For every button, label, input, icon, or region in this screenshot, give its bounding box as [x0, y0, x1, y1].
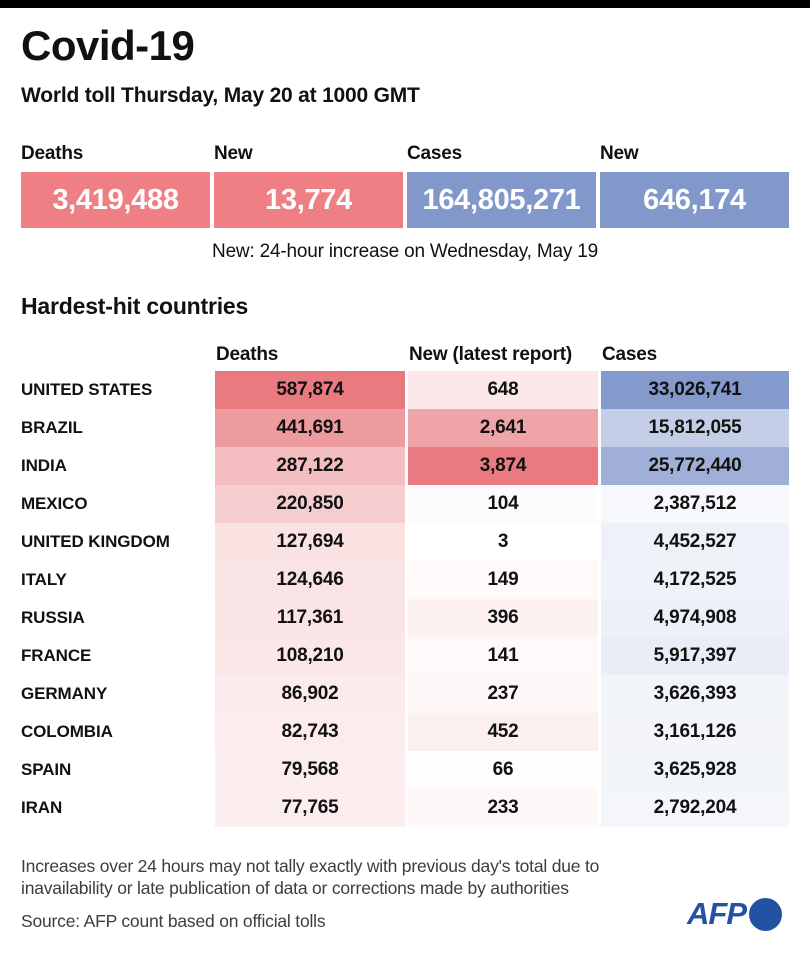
- cases-cell: 25,772,440: [598, 447, 789, 485]
- table-header-row: Deaths New (latest report) Cases: [21, 344, 789, 366]
- cases-cell: 2,387,512: [598, 485, 789, 523]
- table-row: BRAZIL 441,691 2,641 15,812,055: [21, 409, 789, 447]
- summary-labels-row: Deaths New Cases New: [21, 143, 789, 165]
- cases-cell: 15,812,055: [598, 409, 789, 447]
- country-label: UNITED KINGDOM: [21, 532, 170, 551]
- table-row: SPAIN 79,568 66 3,625,928: [21, 751, 789, 789]
- table-row: INDIA 287,122 3,874 25,772,440: [21, 447, 789, 485]
- table-row: UNITED STATES 587,874 648 33,026,741: [21, 371, 789, 409]
- table-row: MEXICO 220,850 104 2,387,512: [21, 485, 789, 523]
- new-cell: 452: [405, 713, 598, 751]
- deaths-cell: 77,765: [212, 789, 405, 827]
- cases-cell: 3,626,393: [598, 675, 789, 713]
- top-black-bar: [0, 0, 810, 8]
- country-label: FRANCE: [21, 646, 92, 665]
- cases-cell: 4,172,525: [598, 561, 789, 599]
- new-cell: 149: [405, 561, 598, 599]
- table-row: FRANCE 108,210 141 5,917,397: [21, 637, 789, 675]
- source-text: Source: AFP count based on official toll…: [21, 911, 326, 931]
- cases-cell: 3,161,126: [598, 713, 789, 751]
- header-spacer: [21, 344, 212, 366]
- deaths-cell: 79,568: [212, 751, 405, 789]
- new-cell: 648: [405, 371, 598, 409]
- new-cell: 3,874: [405, 447, 598, 485]
- section-title: Hardest-hit countries: [21, 293, 249, 319]
- deaths-cell: 86,902: [212, 675, 405, 713]
- cases-cell: 5,917,397: [598, 637, 789, 675]
- summary-label-cases: Cases: [407, 143, 462, 164]
- deaths-cell: 117,361: [212, 599, 405, 637]
- summary-label-new-cases: New: [600, 143, 639, 164]
- deaths-cell: 108,210: [212, 637, 405, 675]
- new-cell: 3: [405, 523, 598, 561]
- country-label: UNITED STATES: [21, 380, 153, 399]
- country-label: GERMANY: [21, 684, 108, 703]
- new-cell: 233: [405, 789, 598, 827]
- new-deaths-box: 13,774: [214, 172, 403, 228]
- heatmap-table: UNITED STATES 587,874 648 33,026,741 BRAZIL 4…: [21, 371, 789, 827]
- country-label: COLOMBIA: [21, 722, 113, 741]
- new-cell: 396: [405, 599, 598, 637]
- deaths-cell: 82,743: [212, 713, 405, 751]
- cases-cell: 3,625,928: [598, 751, 789, 789]
- page-subtitle: World toll Thursday, May 20 at 1000 GMT: [21, 84, 420, 107]
- summary-label-new-deaths: New: [214, 143, 253, 164]
- country-label: SPAIN: [21, 760, 72, 779]
- column-header-new: New (latest report): [409, 344, 573, 365]
- country-label: RUSSIA: [21, 608, 85, 627]
- afp-logo: AFP: [687, 896, 782, 932]
- new-cases-box: 646,174: [600, 172, 789, 228]
- column-header-deaths: Deaths: [216, 344, 279, 365]
- table-row: RUSSIA 117,361 396 4,974,908: [21, 599, 789, 637]
- deaths-cell: 587,874: [212, 371, 405, 409]
- deaths-cell: 220,850: [212, 485, 405, 523]
- summary-note: New: 24-hour increase on Wednesday, May …: [212, 241, 598, 262]
- table-row: UNITED KINGDOM 127,694 3 4,452,527: [21, 523, 789, 561]
- country-label: IRAN: [21, 798, 63, 817]
- table-row: ITALY 124,646 149 4,172,525: [21, 561, 789, 599]
- deaths-cell: 287,122: [212, 447, 405, 485]
- afp-logo-text: AFP: [687, 896, 747, 931]
- column-header-cases: Cases: [602, 344, 657, 365]
- deaths-cell: 124,646: [212, 561, 405, 599]
- new-cell: 141: [405, 637, 598, 675]
- summary-label-deaths: Deaths: [21, 143, 84, 164]
- country-label: BRAZIL: [21, 418, 83, 437]
- cases-total-box: 164,805,271: [407, 172, 596, 228]
- table-row: COLOMBIA 82,743 452 3,161,126: [21, 713, 789, 751]
- table-row: GERMANY 86,902 237 3,626,393: [21, 675, 789, 713]
- cases-cell: 2,792,204: [598, 789, 789, 827]
- afp-logo-circle-icon: [749, 897, 782, 931]
- cases-cell: 33,026,741: [598, 371, 789, 409]
- summary-boxes-row: 3,419,488 13,774 164,805,271 646,174: [21, 172, 789, 228]
- cases-cell: 4,452,527: [598, 523, 789, 561]
- deaths-cell: 441,691: [212, 409, 405, 447]
- country-label: MEXICO: [21, 494, 88, 513]
- new-cell: 237: [405, 675, 598, 713]
- cases-cell: 4,974,908: [598, 599, 789, 637]
- new-cell: 104: [405, 485, 598, 523]
- country-label: INDIA: [21, 456, 67, 475]
- page-title: Covid-19: [21, 22, 195, 69]
- deaths-cell: 127,694: [212, 523, 405, 561]
- new-cell: 2,641: [405, 409, 598, 447]
- new-cell: 66: [405, 751, 598, 789]
- deaths-total-box: 3,419,488: [21, 172, 210, 228]
- country-label: ITALY: [21, 570, 67, 589]
- disclaimer-text: Increases over 24 hours may not tally ex…: [21, 856, 600, 898]
- table-row: IRAN 77,765 233 2,792,204: [21, 789, 789, 827]
